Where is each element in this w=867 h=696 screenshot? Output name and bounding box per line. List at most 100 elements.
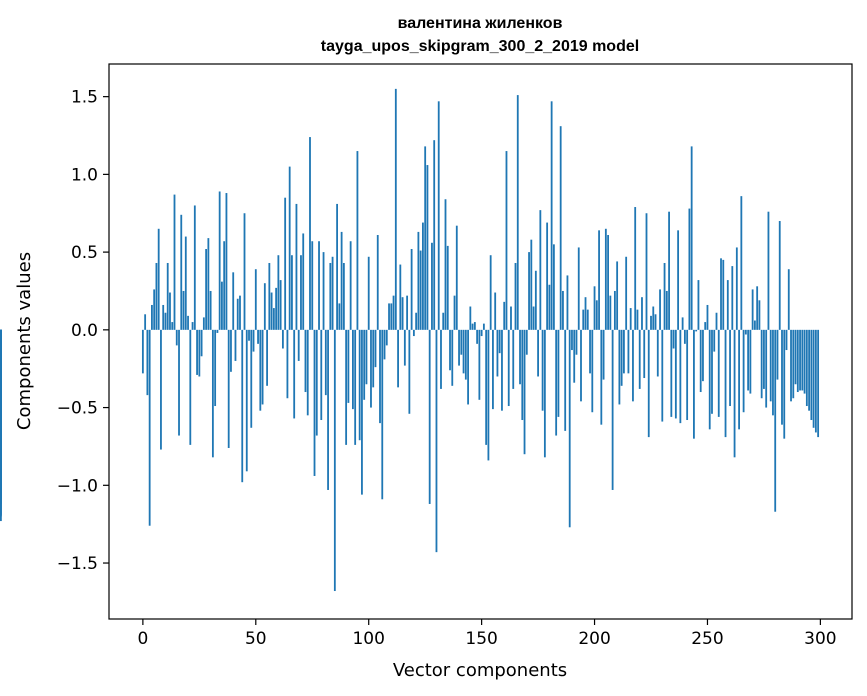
bar (492, 329, 494, 410)
bar (239, 295, 241, 330)
x-tick-label: 100 (352, 629, 384, 649)
bar (261, 329, 264, 405)
bar (781, 329, 783, 425)
bar (487, 329, 490, 461)
bar (686, 329, 689, 421)
bar (778, 221, 781, 330)
bar (677, 230, 680, 330)
bar (193, 205, 196, 330)
y-axis-label: Components values (14, 252, 35, 430)
bar (297, 329, 300, 361)
bar (706, 304, 709, 330)
bar (272, 308, 275, 330)
bar (476, 329, 479, 344)
bar (160, 329, 162, 450)
bar (589, 329, 591, 374)
bar (519, 329, 521, 385)
bar (629, 308, 632, 330)
bar (623, 329, 625, 374)
bar (482, 323, 485, 330)
bar (799, 329, 801, 391)
bar (372, 329, 375, 388)
bar (555, 329, 558, 436)
bar (435, 329, 438, 553)
bar (735, 247, 738, 330)
bar (257, 329, 259, 344)
bar (613, 290, 616, 330)
bar (191, 322, 194, 330)
bar (668, 211, 670, 330)
bar (367, 256, 370, 330)
bar (358, 329, 361, 441)
bar (528, 252, 530, 330)
bar (659, 289, 661, 330)
bar (236, 298, 239, 330)
bar (758, 300, 761, 330)
bar (485, 329, 488, 445)
bar (363, 329, 366, 400)
bar (424, 146, 427, 330)
bar (164, 312, 167, 330)
bar (693, 329, 695, 439)
bar (426, 165, 429, 330)
bar (713, 329, 716, 352)
bar (776, 329, 779, 380)
bar (464, 329, 467, 380)
bar (729, 329, 731, 407)
bar (184, 236, 187, 330)
bar (392, 295, 395, 330)
bar (336, 203, 338, 330)
bar (593, 286, 596, 330)
bar (817, 329, 820, 438)
bar (234, 329, 237, 361)
bar (141, 329, 144, 374)
bar (763, 329, 765, 389)
bar (166, 262, 169, 330)
bar (288, 166, 291, 330)
bar (324, 329, 327, 396)
bar (769, 329, 772, 402)
bar (300, 255, 302, 330)
bar (731, 266, 734, 330)
bar (541, 329, 544, 411)
bar (674, 329, 677, 419)
bar (808, 329, 810, 411)
bar (442, 312, 445, 330)
bar (169, 292, 171, 330)
bar (744, 329, 747, 335)
bar (512, 329, 515, 389)
bar (751, 289, 754, 330)
bar (473, 322, 476, 330)
bar (534, 270, 537, 330)
bar (187, 315, 189, 330)
bar (241, 329, 244, 483)
bar (663, 262, 666, 330)
bar (794, 329, 797, 385)
bar (202, 317, 205, 330)
bar (505, 151, 508, 330)
x-axis-label: Vector components (393, 660, 567, 681)
bar (702, 329, 704, 382)
bar (595, 300, 598, 330)
bar (717, 329, 720, 417)
bar (695, 329, 698, 332)
bar (489, 255, 492, 330)
bar (462, 329, 465, 374)
bar (342, 262, 345, 330)
bar (577, 247, 580, 330)
bar (760, 329, 763, 399)
y-tick-label: 1.5 (71, 88, 98, 108)
bar (604, 228, 607, 330)
bar (548, 284, 551, 330)
bar (494, 292, 497, 330)
bar (609, 295, 612, 330)
bar (805, 329, 808, 407)
bar (790, 329, 792, 402)
bar (218, 191, 221, 330)
bar (654, 314, 657, 330)
bar (611, 329, 614, 490)
bar (408, 329, 411, 414)
bar (733, 329, 736, 458)
x-tick-label: 50 (245, 629, 267, 649)
bar (814, 329, 817, 433)
